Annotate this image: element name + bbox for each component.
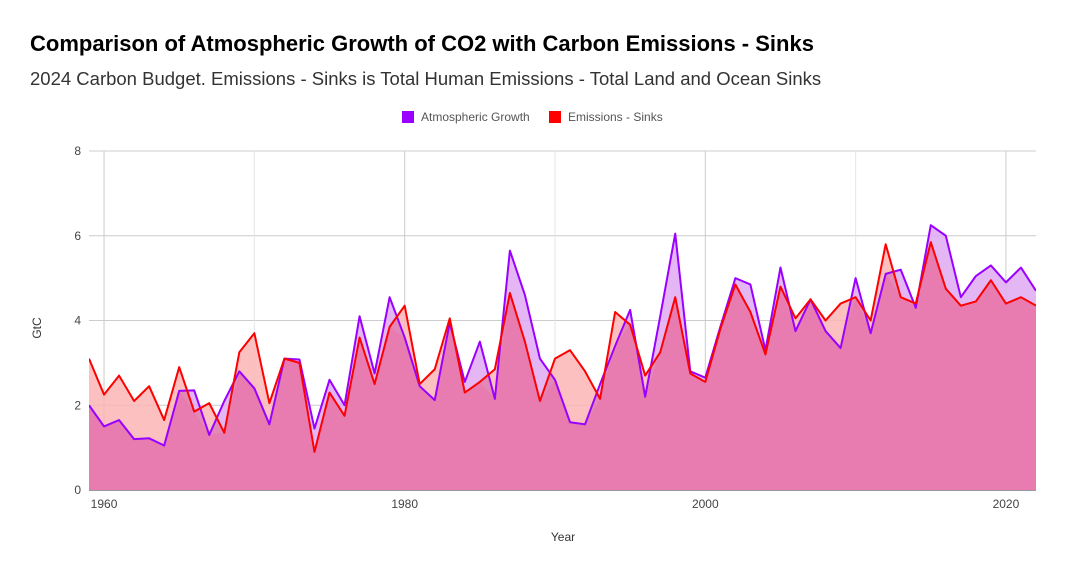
legend-label-emissions-sinks: Emissions - Sinks	[568, 110, 663, 124]
y-axis-ticks: 0 2 4 6 8	[74, 144, 81, 497]
y-tick-label-4: 4	[74, 314, 81, 328]
x-tick-label-2000: 2000	[692, 497, 719, 511]
y-axis-title: GtC	[30, 317, 44, 339]
x-tick-label-1980: 1980	[391, 497, 418, 511]
area-overlap	[89, 242, 1036, 490]
legend: Atmospheric Growth Emissions - Sinks	[402, 110, 663, 124]
chart-title: Comparison of Atmospheric Growth of CO2 …	[30, 31, 814, 56]
plot-areas	[89, 225, 1036, 490]
chart-subtitle: 2024 Carbon Budget. Emissions - Sinks is…	[30, 68, 822, 89]
y-tick-label-0: 0	[74, 483, 81, 497]
x-axis-ticks: 1960 1980 2000 2020	[91, 497, 1020, 511]
y-tick-label-2: 2	[74, 398, 81, 412]
x-axis-title: Year	[551, 530, 575, 544]
legend-label-atmospheric-growth: Atmospheric Growth	[421, 110, 530, 124]
plot-lines	[89, 224, 1036, 453]
line-atmospheric-growth	[89, 224, 1036, 447]
x-tick-label-2020: 2020	[993, 497, 1020, 511]
legend-swatch-emissions-sinks	[549, 111, 561, 123]
y-tick-label-6: 6	[74, 229, 81, 243]
legend-swatch-atmospheric-growth	[402, 111, 414, 123]
x-tick-label-1960: 1960	[91, 497, 118, 511]
line-emissions-sinks	[89, 241, 1036, 453]
y-tick-label-8: 8	[74, 144, 81, 158]
